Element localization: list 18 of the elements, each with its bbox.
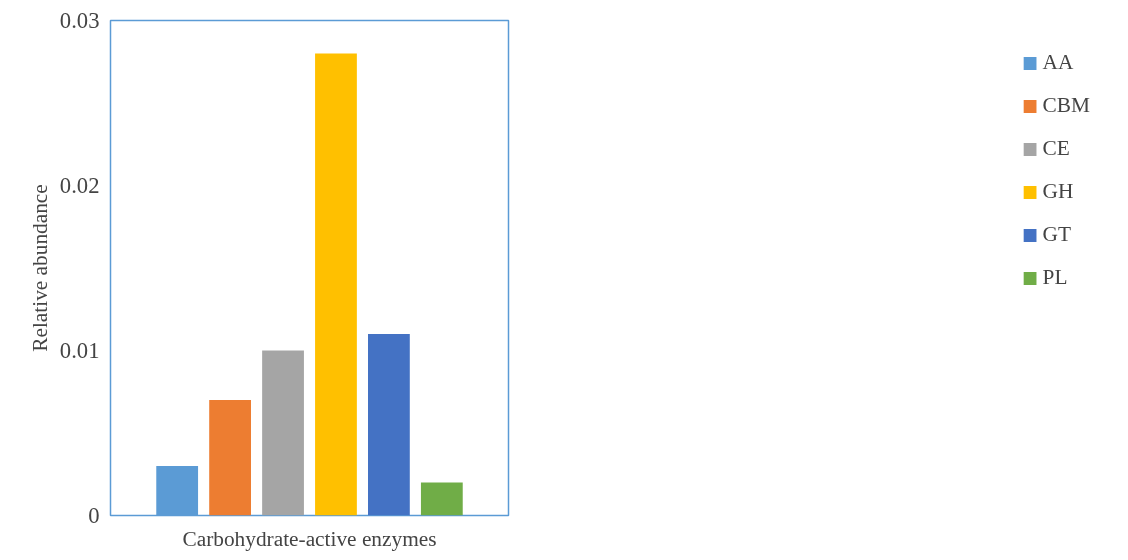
bar	[315, 53, 357, 516]
y-tick-label: 0	[88, 503, 100, 528]
legend-label: GH	[1042, 179, 1074, 204]
bar	[368, 334, 410, 516]
y-tick-label: 0.03	[59, 8, 100, 33]
legend-label: PL	[1042, 265, 1068, 290]
y-tick-label: 0.01	[59, 338, 100, 363]
y-tick-label: 0.02	[59, 173, 100, 198]
legend-label: CBM	[1042, 93, 1090, 118]
legend-label: AA	[1042, 50, 1074, 75]
legend-label: CE	[1042, 136, 1070, 161]
y-axis-title: Relative abundance	[27, 184, 52, 352]
x-axis-title: Carbohydrate-active enzymes	[182, 526, 437, 551]
legend-label: GT	[1042, 222, 1072, 247]
bar	[420, 482, 463, 516]
bar	[156, 466, 199, 516]
bar	[262, 350, 304, 516]
bar	[209, 400, 251, 516]
